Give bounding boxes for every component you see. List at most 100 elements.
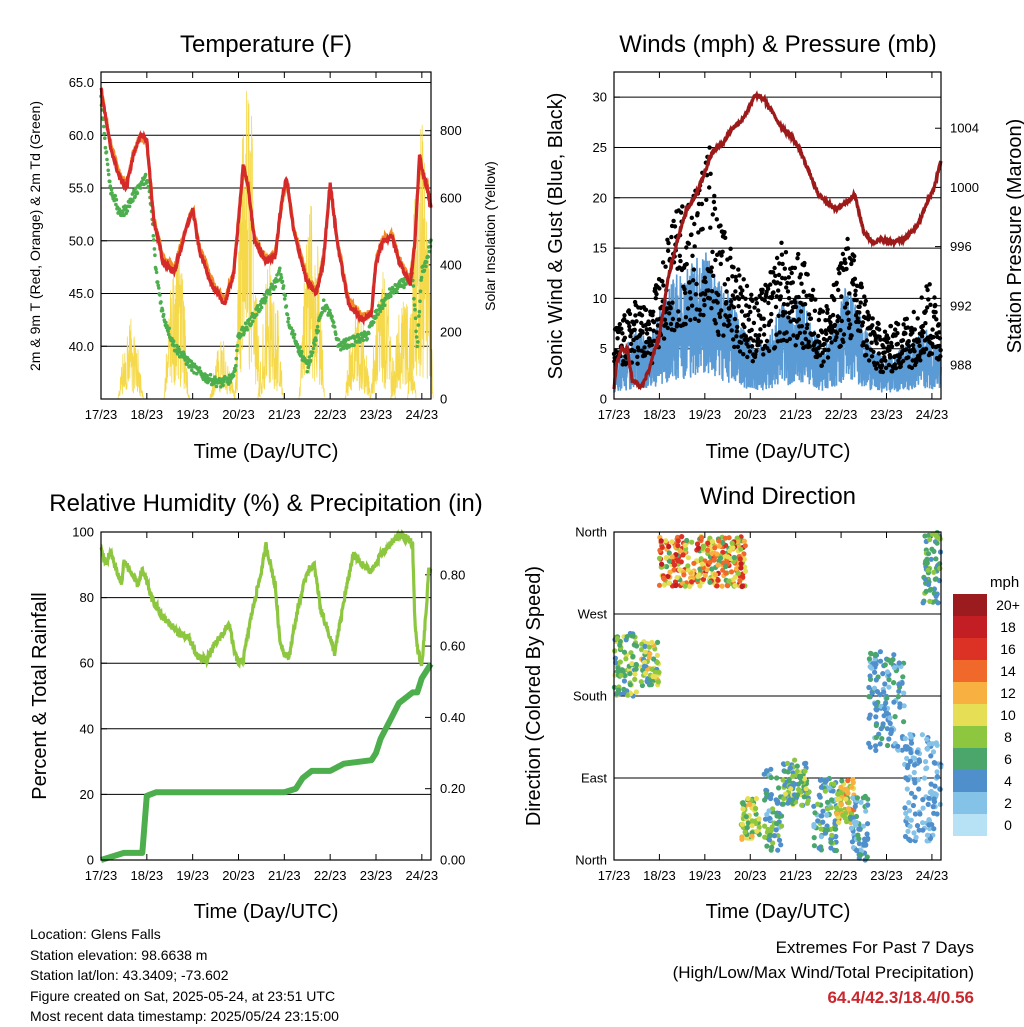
- direction-point: [698, 556, 704, 562]
- gust-point: [851, 282, 856, 287]
- solar-trace: [407, 124, 434, 400]
- gust-point: [906, 344, 912, 349]
- gust-point: [764, 338, 770, 344]
- dewpoint-point: [133, 194, 137, 199]
- direction-point: [903, 810, 909, 816]
- gust-point: [746, 344, 751, 349]
- gust-point: [654, 291, 659, 297]
- gust-point: [801, 289, 806, 294]
- direction-point: [925, 801, 931, 808]
- gust-point: [639, 313, 645, 318]
- direction-point: [913, 834, 919, 841]
- humidity-panel: Relative Humidity (%) & Precipitation (i…: [29, 490, 483, 923]
- gust-point: [841, 339, 846, 345]
- direction-point: [867, 664, 873, 670]
- direction-point: [866, 740, 872, 747]
- direction-point: [667, 569, 673, 575]
- direction-point: [886, 684, 892, 690]
- gust-point: [753, 352, 758, 357]
- direction-point: [749, 818, 755, 824]
- y-tick-label-right: 0.60: [440, 639, 465, 654]
- direction-point: [811, 843, 818, 849]
- dewpoint-point: [172, 343, 176, 348]
- y-tick-label: 40.0: [69, 339, 94, 354]
- legend-label: 4: [1004, 773, 1012, 789]
- direction-point: [874, 689, 881, 695]
- direction-point: [842, 786, 848, 792]
- gust-point: [888, 323, 894, 329]
- gust-point: [751, 338, 756, 343]
- direction-point: [923, 588, 929, 595]
- direction-point: [904, 786, 910, 792]
- direction-point: [930, 804, 936, 810]
- dewpoint-point: [151, 234, 156, 238]
- direction-point: [671, 567, 677, 573]
- gust-series: [611, 145, 943, 375]
- x-tick-label: 19/23: [689, 407, 722, 422]
- x-tick-label: 22/23: [314, 868, 347, 883]
- direction-point: [633, 666, 639, 672]
- gust-point: [735, 324, 740, 330]
- direction-point: [906, 800, 912, 806]
- direction-point: [661, 576, 667, 582]
- direction-point: [845, 778, 851, 784]
- gust-point: [846, 310, 851, 315]
- direction-point: [925, 551, 932, 557]
- direction-point: [742, 543, 748, 549]
- gust-point: [679, 210, 684, 215]
- precip-line: [100, 662, 434, 863]
- dewpoint-point: [154, 270, 159, 275]
- direction-point: [881, 689, 887, 695]
- gust-point: [889, 340, 894, 346]
- direction-point: [654, 659, 660, 666]
- gust-point: [893, 366, 899, 371]
- dewpoint-point: [374, 308, 379, 313]
- dewpoint-point: [205, 373, 209, 378]
- direction-point: [858, 799, 864, 805]
- direction-point: [888, 727, 895, 733]
- gust-point: [796, 251, 801, 257]
- dewpoint-point: [286, 320, 290, 324]
- temperature-xlabel: Time (Day/UTC): [194, 441, 339, 463]
- gust-point: [733, 289, 738, 294]
- direction-point: [914, 823, 921, 829]
- direction-point: [897, 701, 903, 707]
- direction-point: [865, 796, 871, 802]
- direction-point: [633, 689, 640, 695]
- gust-point: [827, 335, 832, 341]
- legend-swatch: [953, 594, 987, 616]
- gust-point: [861, 340, 866, 345]
- legend-swatch: [953, 792, 987, 814]
- direction-point: [888, 660, 894, 666]
- gust-point: [766, 300, 771, 306]
- direction-point: [631, 642, 637, 648]
- direction-point: [866, 715, 872, 721]
- direction-point: [658, 538, 664, 544]
- y-tick-label: 20: [593, 190, 607, 205]
- direction-point: [659, 544, 665, 551]
- x-tick-label: 20/23: [222, 868, 255, 883]
- direction-point: [928, 586, 934, 592]
- gust-point: [708, 171, 713, 176]
- dewpoint-point: [152, 247, 157, 251]
- gust-point: [744, 283, 750, 289]
- dewpoint-point: [156, 283, 160, 288]
- gust-point: [640, 330, 645, 335]
- gust-point: [895, 341, 900, 347]
- gust-point: [749, 327, 754, 333]
- dewpoint-point: [376, 312, 381, 317]
- direction-point: [924, 736, 930, 742]
- direction-point: [824, 812, 830, 818]
- dewpoint-point: [159, 300, 163, 304]
- direction-point: [908, 790, 915, 796]
- gust-point: [838, 343, 843, 349]
- direction-point: [887, 715, 893, 721]
- dewpoint-point: [372, 320, 376, 325]
- direction-point: [762, 834, 768, 840]
- gust-point: [863, 298, 868, 304]
- gust-point: [704, 197, 709, 202]
- direction-point: [707, 579, 713, 585]
- dewpoint-point: [412, 303, 417, 307]
- gust-point: [901, 322, 906, 327]
- direction-point: [741, 556, 747, 562]
